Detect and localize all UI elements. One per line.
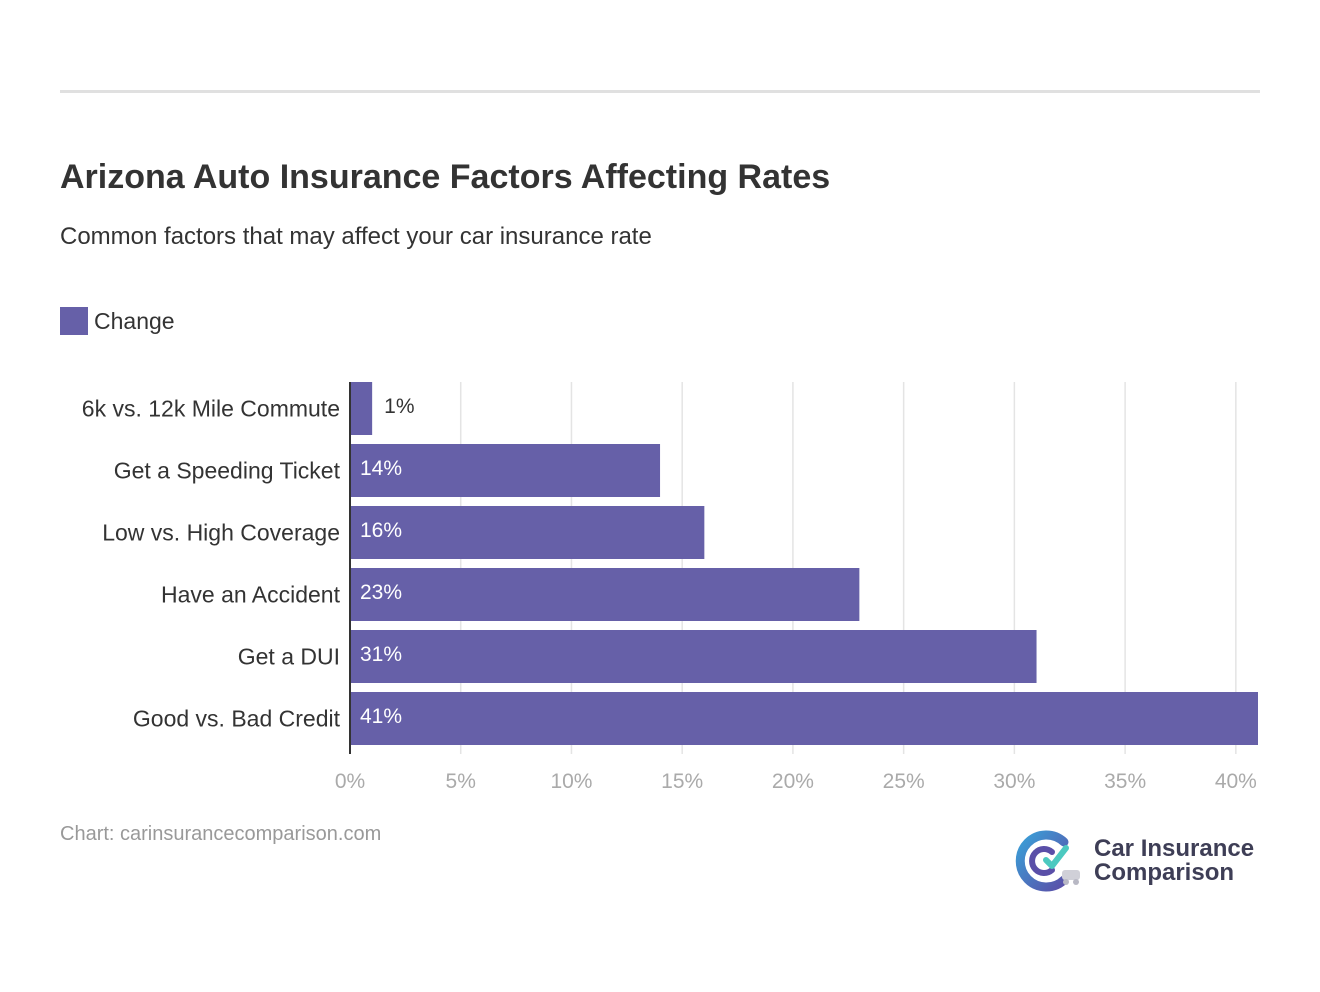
top-divider bbox=[60, 90, 1260, 93]
brand-name-line1: Car Insurance bbox=[1094, 835, 1255, 862]
x-tick-label-15: 15% bbox=[661, 770, 703, 793]
data-label-2: 16% bbox=[360, 519, 402, 542]
data-label-0: 1% bbox=[384, 395, 414, 418]
brand-name-line2: Comparison bbox=[1094, 859, 1235, 886]
category-label-5: Good vs. Bad Credit bbox=[133, 706, 341, 732]
data-label-3: 23% bbox=[360, 581, 402, 604]
data-label-1: 14% bbox=[360, 457, 402, 480]
car-insurance-comparison-logo-icon bbox=[1015, 830, 1080, 892]
bar-3 bbox=[350, 568, 860, 621]
category-label-0: 6k vs. 12k Mile Commute bbox=[82, 396, 340, 422]
x-tick-label-0: 0% bbox=[335, 770, 365, 793]
chart-legend: Change bbox=[60, 307, 175, 335]
x-tick-label-20: 20% bbox=[772, 770, 814, 793]
x-tick-label-40: 40% bbox=[1215, 770, 1257, 793]
legend-label-change: Change bbox=[94, 307, 175, 334]
brand-logo[interactable]: Car Insurance Comparison bbox=[1012, 830, 1254, 892]
data-label-4: 31% bbox=[360, 643, 402, 666]
category-label-1: Get a Speeding Ticket bbox=[114, 458, 341, 484]
x-tick-label-35: 35% bbox=[1104, 770, 1146, 793]
chart-credit: Chart: carinsurancecomparison.com bbox=[60, 823, 382, 845]
bar-5 bbox=[350, 692, 1258, 745]
brand-name: Car Insurance Comparison bbox=[1094, 837, 1254, 885]
x-tick-label-25: 25% bbox=[883, 770, 925, 793]
bar-2 bbox=[350, 506, 705, 559]
bar-4 bbox=[350, 630, 1037, 683]
x-tick-label-30: 30% bbox=[993, 770, 1035, 793]
category-label-2: Low vs. High Coverage bbox=[102, 520, 340, 546]
bar-chart: 0% 5% 10% 15% 20% 25% 30% 35% 40% 6k vs. 12k Mile… bbox=[82, 382, 1258, 793]
x-tick-label-5: 5% bbox=[446, 770, 476, 793]
bar-0 bbox=[350, 382, 373, 435]
category-label-4: Get a DUI bbox=[238, 644, 340, 670]
x-tick-label-10: 10% bbox=[550, 770, 592, 793]
chart-subtitle: Common factors that may affect your car … bbox=[60, 223, 652, 250]
chart-title: Arizona Auto Insurance Factors Affecting… bbox=[60, 158, 831, 196]
category-label-3: Have an Accident bbox=[161, 582, 341, 608]
bar-1 bbox=[350, 444, 661, 497]
data-label-5: 41% bbox=[360, 705, 402, 728]
legend-swatch-change bbox=[60, 307, 88, 335]
